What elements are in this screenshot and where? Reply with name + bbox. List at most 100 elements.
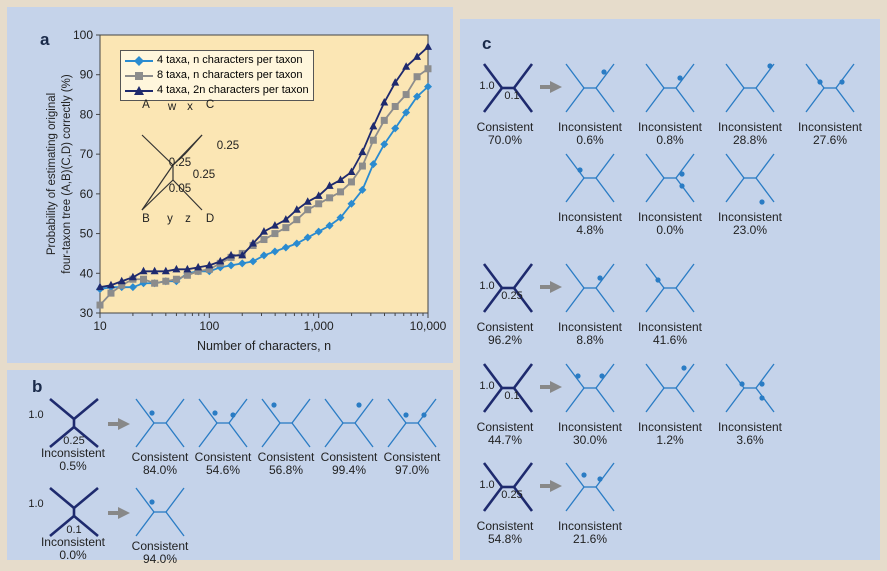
y-tick-label: 100 xyxy=(73,28,93,42)
data-point-square xyxy=(326,194,334,202)
data-point-triangle xyxy=(391,78,400,86)
inset-branch-label-4: 0.05 xyxy=(168,183,192,195)
inset-tree xyxy=(141,134,203,211)
data-point-triangle xyxy=(281,215,290,223)
data-point-diamond xyxy=(303,233,312,242)
data-point-square xyxy=(304,206,312,214)
x-tick-label: 100 xyxy=(199,319,219,333)
orig-state-label: Consistent xyxy=(476,120,534,134)
orig-pct-label: 96.2% xyxy=(487,333,523,347)
result-state-label: Inconsistent xyxy=(557,210,623,224)
result-state-label: Consistent xyxy=(131,539,189,553)
y-axis-label-line1: Probability of estimating original xyxy=(46,92,58,256)
result-pct-label: 0.6% xyxy=(576,133,604,147)
branch-length-bottom: 0.1 xyxy=(504,390,520,402)
result-pct-label: 84.0% xyxy=(142,463,178,477)
data-point-triangle xyxy=(347,167,356,176)
data-point-triangle xyxy=(325,181,334,189)
data-point-triangle xyxy=(336,175,345,183)
chart-legend: 4 taxa, n characters per taxon 8 taxa, n… xyxy=(120,50,314,101)
data-point-square xyxy=(172,275,180,283)
legend-marker-diamond xyxy=(125,55,153,66)
branch-length-top: 1.0 xyxy=(479,80,495,92)
orig-state-label: Consistent xyxy=(476,420,534,434)
result-state-label: Inconsistent xyxy=(557,519,623,533)
orig-pct-label: 70.0% xyxy=(487,133,523,147)
original-tree-b-2 xyxy=(44,482,104,547)
panel-label-a: a xyxy=(40,30,50,49)
data-point-square xyxy=(183,271,191,279)
x-tick-label: 10 xyxy=(93,319,107,333)
arrow-icon xyxy=(540,479,562,497)
result-tree-c xyxy=(720,358,780,423)
data-point-square xyxy=(413,73,421,81)
data-point-diamond xyxy=(424,82,432,91)
orig-state-label: Inconsistent xyxy=(40,535,106,549)
data-point-triangle xyxy=(172,264,181,273)
legend-label-2: 8 taxa, n characters per taxon xyxy=(157,69,303,81)
data-point-square xyxy=(293,216,301,224)
legend-label-1: 4 taxa, n characters per taxon xyxy=(157,54,303,66)
legend-label-3: 4 taxa, 2n characters per taxon xyxy=(157,84,309,96)
result-pct-label: 8.8% xyxy=(576,333,604,347)
result-tree-c xyxy=(640,148,700,213)
data-point-triangle xyxy=(227,250,236,259)
result-pct-label: 0.8% xyxy=(656,133,684,147)
data-point-diamond xyxy=(238,259,247,268)
legend-marker-triangle xyxy=(125,85,153,95)
x-tick-label: 1,000 xyxy=(304,319,334,333)
data-point-triangle xyxy=(303,197,312,205)
data-point-triangle xyxy=(259,227,268,235)
result-pct-label: 1.2% xyxy=(656,433,684,447)
result-tree-b xyxy=(319,393,379,458)
y-tick-label: 50 xyxy=(80,227,94,241)
original-tree-c-4 xyxy=(478,457,538,522)
data-point-triangle xyxy=(117,276,126,285)
data-point-triangle xyxy=(424,42,432,50)
data-point-diamond xyxy=(249,257,258,266)
x-axis-label: Number of characters, n xyxy=(196,339,332,353)
result-tree-c xyxy=(560,358,620,423)
result-tree-c xyxy=(640,58,700,123)
branch-length-bottom: 0.25 xyxy=(501,489,523,501)
data-point-triangle xyxy=(96,282,104,291)
data-point-diamond xyxy=(259,251,268,260)
data-point-triangle xyxy=(106,280,115,289)
data-point-triangle xyxy=(413,52,422,60)
data-point-square xyxy=(424,65,432,73)
data-point-triangle xyxy=(205,260,214,269)
inset-label-z: z xyxy=(185,213,191,225)
inset-label-D: D xyxy=(205,213,215,225)
data-point-diamond xyxy=(380,140,389,149)
branch-length-bottom: 0.1 xyxy=(66,524,82,536)
orig-pct-label: 0.0% xyxy=(59,548,87,562)
data-point-square xyxy=(402,91,410,99)
result-pct-label: 27.6% xyxy=(812,133,848,147)
original-tree-b-1 xyxy=(44,393,104,458)
inset-label-y: y xyxy=(167,213,173,225)
data-point-triangle xyxy=(292,205,301,213)
result-state-label: Inconsistent xyxy=(637,120,703,134)
legend-item-3: 4 taxa, 2n characters per taxon xyxy=(125,83,309,98)
data-point-triangle xyxy=(139,266,148,275)
result-pct-label: 41.6% xyxy=(652,333,688,347)
result-state-label: Consistent xyxy=(257,450,315,464)
data-point-square xyxy=(194,267,202,275)
result-pct-label: 54.6% xyxy=(205,463,241,477)
y-tick-label: 90 xyxy=(80,68,94,82)
result-pct-label: 0.0% xyxy=(656,223,684,237)
data-point-square xyxy=(151,279,159,287)
data-point-triangle xyxy=(194,262,203,271)
result-tree-c xyxy=(640,358,700,423)
original-tree-c-1 xyxy=(478,58,538,123)
data-point-diamond xyxy=(369,160,378,169)
data-point-square xyxy=(369,136,377,144)
branch-length-top: 1.0 xyxy=(479,380,495,392)
data-point-diamond xyxy=(314,227,323,236)
legend-marker-square xyxy=(125,71,153,80)
data-point-square xyxy=(282,224,290,232)
branch-length-bottom: 0.25 xyxy=(63,435,85,447)
inset-branch-label-2: 0.25 xyxy=(168,157,192,169)
result-state-label: Inconsistent xyxy=(557,420,623,434)
